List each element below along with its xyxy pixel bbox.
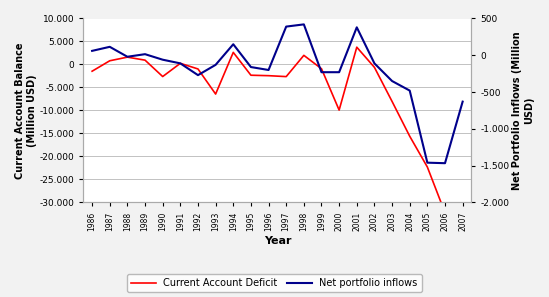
Current Account Deficit <box>371 66 378 69</box>
Net portfolio inflows <box>389 79 395 83</box>
Line: Current Account Deficit: Current Account Deficit <box>92 47 463 241</box>
Net portfolio inflows <box>265 68 272 72</box>
Current Account Deficit <box>354 45 360 49</box>
Net portfolio inflows <box>248 65 254 69</box>
Net portfolio inflows <box>89 49 96 53</box>
Current Account Deficit <box>442 211 449 214</box>
Current Account Deficit <box>89 69 96 73</box>
Current Account Deficit <box>177 61 183 65</box>
Net portfolio inflows <box>124 55 131 59</box>
Net portfolio inflows <box>212 63 219 67</box>
Current Account Deficit <box>265 74 272 78</box>
Current Account Deficit <box>142 59 148 62</box>
Line: Net portfolio inflows: Net portfolio inflows <box>92 24 463 163</box>
Net portfolio inflows <box>283 25 289 29</box>
Net portfolio inflows <box>300 23 307 26</box>
Net portfolio inflows <box>195 73 201 77</box>
Net portfolio inflows <box>142 52 148 56</box>
Net portfolio inflows <box>159 58 166 61</box>
Current Account Deficit <box>406 135 413 138</box>
Current Account Deficit <box>318 67 325 70</box>
Y-axis label: Net Portfolio Inflows (Million
USD): Net Portfolio Inflows (Million USD) <box>512 31 534 190</box>
Net portfolio inflows <box>336 70 343 74</box>
Y-axis label: Current Account Balance
(Million USD): Current Account Balance (Million USD) <box>15 42 37 179</box>
Net portfolio inflows <box>107 45 113 49</box>
Net portfolio inflows <box>442 161 449 165</box>
Current Account Deficit <box>230 50 237 54</box>
Net portfolio inflows <box>354 26 360 29</box>
Legend: Current Account Deficit, Net portfolio inflows: Current Account Deficit, Net portfolio i… <box>127 274 422 292</box>
Net portfolio inflows <box>406 89 413 92</box>
Current Account Deficit <box>336 108 343 112</box>
Current Account Deficit <box>389 99 395 103</box>
Current Account Deficit <box>300 53 307 57</box>
Current Account Deficit <box>212 92 219 96</box>
Net portfolio inflows <box>230 42 237 46</box>
Current Account Deficit <box>107 59 113 63</box>
Current Account Deficit <box>283 75 289 78</box>
Current Account Deficit <box>159 75 166 78</box>
X-axis label: Year: Year <box>264 236 291 246</box>
Net portfolio inflows <box>318 70 325 74</box>
Net portfolio inflows <box>460 100 466 103</box>
Current Account Deficit <box>424 165 430 169</box>
Current Account Deficit <box>460 239 466 243</box>
Net portfolio inflows <box>424 161 430 165</box>
Current Account Deficit <box>124 55 131 59</box>
Net portfolio inflows <box>177 61 183 65</box>
Net portfolio inflows <box>371 61 378 65</box>
Current Account Deficit <box>195 67 201 71</box>
Current Account Deficit <box>248 73 254 77</box>
